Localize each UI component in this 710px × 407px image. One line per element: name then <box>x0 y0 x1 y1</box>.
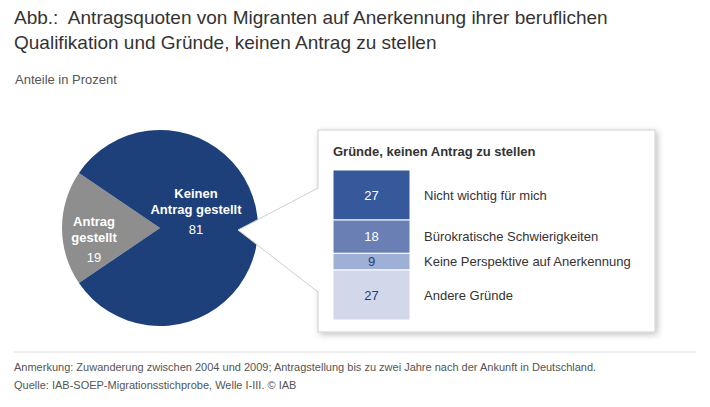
callout-pointer-border <box>238 188 318 292</box>
slice-label: Antraggestellt <box>71 214 117 245</box>
data-label: 27 <box>364 188 378 203</box>
data-label: 18 <box>364 229 378 244</box>
callout <box>238 130 655 332</box>
data-label: 9 <box>368 254 375 269</box>
data-label: 19 <box>87 250 101 265</box>
bar-segment <box>333 253 410 270</box>
box-title: Gründe, keinen Antrag zu stellen <box>333 144 536 159</box>
source: Quelle: IAB-SOEP-Migrationsstichprobe, W… <box>14 379 296 391</box>
separator <box>14 352 696 353</box>
chart: Abb.: Antragsquoten von Migranten auf An… <box>0 0 710 407</box>
segment-label: Keine Perspektive auf Anerkennung <box>424 254 631 269</box>
bar-segment <box>333 270 410 320</box>
callout-box <box>318 130 655 332</box>
subtitle: Anteile in Prozent <box>15 72 117 87</box>
segment-label: Nicht wichtig für mich <box>424 188 547 203</box>
bars <box>333 170 410 320</box>
bar-segment <box>333 220 410 253</box>
title: Abb.: Antragsquoten von Migranten auf An… <box>14 7 608 53</box>
segment-label: Andere Gründe <box>424 288 513 303</box>
segment-label: Bürokratische Schwierigkeiten <box>424 229 598 244</box>
pie <box>62 130 258 326</box>
slice-label: KeinenAntrag gestellt <box>150 186 242 217</box>
bar-segment <box>333 170 410 220</box>
callout-pointer <box>238 188 320 292</box>
note: Anmerkung: Zuwanderung zwischen 2004 und… <box>14 361 596 373</box>
data-label: 27 <box>364 288 378 303</box>
data-label: 81 <box>189 222 203 237</box>
